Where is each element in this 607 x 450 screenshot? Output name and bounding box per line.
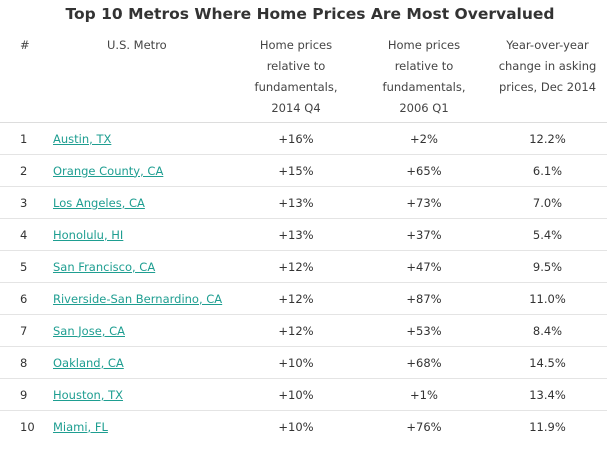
metro-cell: Los Angeles, CA bbox=[47, 186, 232, 219]
yoy-change-cell: 14.5% bbox=[488, 346, 607, 379]
table-row: 3 Los Angeles, CA +13% +73% 7.0% bbox=[0, 186, 607, 219]
table-row: 7 San Jose, CA +12% +53% 8.4% bbox=[0, 314, 607, 347]
header-line: relative to bbox=[394, 59, 454, 73]
prices-2014q4-cell: +13% bbox=[232, 218, 360, 251]
rank-cell: 2 bbox=[0, 154, 47, 187]
table-body: 1 Austin, TX +16% +2% 12.2% 2 Orange County, C… bbox=[0, 122, 607, 443]
yoy-change-cell: 9.5% bbox=[488, 250, 607, 283]
prices-2014q4-cell: +13% bbox=[232, 186, 360, 219]
rank-cell: 3 bbox=[0, 186, 47, 219]
metro-link[interactable]: Honolulu, HI bbox=[53, 227, 124, 242]
yoy-change-cell: 11.0% bbox=[488, 282, 607, 315]
yoy-change-cell: 7.0% bbox=[488, 186, 607, 219]
metro-cell: San Francisco, CA bbox=[47, 250, 232, 283]
rank-cell: 9 bbox=[0, 378, 47, 411]
prices-2006q1-cell: +47% bbox=[360, 250, 488, 283]
metro-link[interactable]: San Francisco, CA bbox=[53, 259, 156, 274]
metro-cell: Oakland, CA bbox=[47, 346, 232, 379]
prices-2014q4-cell: +16% bbox=[232, 122, 360, 155]
table-row: 8 Oakland, CA +10% +68% 14.5% bbox=[0, 346, 607, 379]
prices-2014q4-cell: +10% bbox=[232, 346, 360, 379]
header-line: # bbox=[20, 38, 30, 52]
header-line: fundamentals, bbox=[382, 80, 466, 94]
rank-cell: 1 bbox=[0, 122, 47, 155]
prices-2006q1-cell: +87% bbox=[360, 282, 488, 315]
yoy-change-cell: 11.9% bbox=[529, 419, 566, 434]
yoy-change-cell: 6.1% bbox=[488, 154, 607, 187]
header-line: 2006 Q1 bbox=[399, 101, 449, 115]
table-title: Top 10 Metros Where Home Prices Are Most… bbox=[65, 5, 555, 23]
metro-link[interactable]: Riverside-San Bernardino, CA bbox=[53, 291, 223, 306]
prices-2014q4-cell: +10% bbox=[232, 378, 360, 411]
table-row: 9 Houston, TX +10% +1% 13.4% bbox=[0, 378, 607, 411]
header-line: fundamentals, bbox=[254, 80, 338, 94]
metro-cell: San Jose, CA bbox=[47, 314, 232, 347]
prices-2006q1-cell: +1% bbox=[360, 378, 488, 411]
header-rank: # bbox=[0, 30, 47, 123]
prices-2006q1-cell: +73% bbox=[360, 186, 488, 219]
metro-cell: Orange County, CA bbox=[47, 154, 232, 187]
header-line: 2014 Q4 bbox=[271, 101, 321, 115]
table-row: 10 Miami, FL +10% +76% 11.9% bbox=[0, 411, 607, 443]
header-yoy-change: Year-over-year change in asking prices, De… bbox=[488, 30, 607, 123]
rank-cell: 10 bbox=[20, 419, 35, 434]
yoy-change-cell: 13.4% bbox=[488, 378, 607, 411]
rank-cell: 5 bbox=[0, 250, 47, 283]
prices-2014q4-cell: +12% bbox=[232, 250, 360, 283]
metro-link[interactable]: Orange County, CA bbox=[53, 163, 164, 178]
prices-2014q4-cell: +12% bbox=[232, 282, 360, 315]
header-line: change in asking bbox=[498, 59, 597, 73]
yoy-change-cell: 12.2% bbox=[488, 122, 607, 155]
metro-link[interactable]: San Jose, CA bbox=[53, 323, 125, 338]
header-line: relative to bbox=[266, 59, 326, 73]
header-line: U.S. Metro bbox=[107, 38, 167, 52]
prices-2014q4-cell: +15% bbox=[232, 154, 360, 187]
yoy-change-cell: 5.4% bbox=[488, 218, 607, 251]
header-line: prices, Dec 2014 bbox=[498, 80, 597, 94]
prices-2006q1-cell: +76% bbox=[406, 419, 442, 434]
header-metro: U.S. Metro bbox=[47, 30, 232, 123]
metro-link[interactable]: Los Angeles, CA bbox=[53, 195, 145, 210]
yoy-change-cell: 8.4% bbox=[488, 314, 607, 347]
metro-cell: Austin, TX bbox=[47, 122, 232, 155]
prices-2006q1-cell: +68% bbox=[360, 346, 488, 379]
prices-2014q4-cell: +10% bbox=[278, 419, 314, 434]
prices-2006q1-cell: +37% bbox=[360, 218, 488, 251]
header-prices-2014q4: Home prices relative to fundamentals, 2014 … bbox=[232, 30, 360, 123]
metro-cell: Riverside-San Bernardino, CA bbox=[47, 282, 232, 315]
rank-cell: 6 bbox=[0, 282, 47, 315]
rank-cell: 8 bbox=[0, 346, 47, 379]
prices-2014q4-cell: +12% bbox=[232, 314, 360, 347]
table-row: 4 Honolulu, HI +13% +37% 5.4% bbox=[0, 218, 607, 251]
table-row: 5 San Francisco, CA +12% +47% 9.5% bbox=[0, 250, 607, 283]
metro-link[interactable]: Miami, FL bbox=[53, 419, 108, 434]
table-row: 2 Orange County, CA +15% +65% 6.1% bbox=[0, 154, 607, 187]
prices-2006q1-cell: +65% bbox=[360, 154, 488, 187]
prices-2006q1-cell: +53% bbox=[360, 314, 488, 347]
metro-cell: Miami, FL bbox=[47, 411, 232, 443]
metro-cell: Houston, TX bbox=[47, 378, 232, 411]
metro-table: # U.S. Metro Home prices relative to funda… bbox=[0, 30, 607, 442]
metro-link[interactable]: Oakland, CA bbox=[53, 355, 124, 370]
header-prices-2006q1: Home prices relative to fundamentals, 2006 … bbox=[360, 30, 488, 123]
header-line: Home prices bbox=[259, 38, 333, 52]
header-line: Year-over-year bbox=[506, 38, 589, 52]
header-row: # U.S. Metro Home prices relative to funda… bbox=[0, 30, 607, 123]
metro-cell: Honolulu, HI bbox=[47, 218, 232, 251]
prices-2006q1-cell: +2% bbox=[360, 122, 488, 155]
table-row: 6 Riverside-San Bernardino, CA +12% +87% 11.… bbox=[0, 282, 607, 315]
metro-link[interactable]: Austin, TX bbox=[53, 131, 112, 146]
header-line: Home prices bbox=[387, 38, 461, 52]
rank-cell: 4 bbox=[0, 218, 47, 251]
rank-cell: 7 bbox=[0, 314, 47, 347]
metro-link[interactable]: Houston, TX bbox=[53, 387, 124, 402]
table-row: 1 Austin, TX +16% +2% 12.2% bbox=[0, 122, 607, 155]
